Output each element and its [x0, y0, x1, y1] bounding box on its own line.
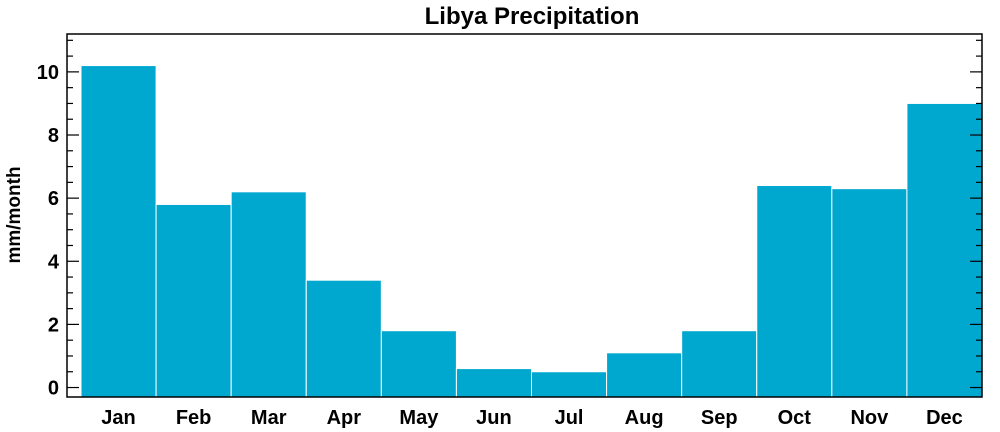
bars-group — [80, 65, 983, 398]
y-axis-label: mm/month — [4, 166, 25, 263]
y-tick-label: 0 — [48, 378, 59, 400]
bar-feb — [155, 203, 232, 398]
bar-jul — [531, 371, 608, 398]
chart-title: Libya Precipitation — [425, 3, 640, 30]
bar-apr — [305, 279, 382, 398]
bar-dec — [906, 102, 983, 398]
x-tick-label-jun: Jun — [476, 407, 512, 429]
bar-aug — [606, 352, 683, 398]
plot-frame — [66, 33, 983, 398]
x-tick-label-jul: Jul — [555, 407, 584, 429]
x-tick-label-sep: Sep — [701, 407, 738, 429]
bar-jan — [80, 65, 157, 398]
bar-sep — [681, 330, 758, 398]
y-tick-label: 8 — [48, 125, 59, 147]
y-tick-label: 6 — [48, 188, 59, 210]
bar-nov — [831, 188, 908, 398]
x-tick-label-nov: Nov — [850, 407, 889, 429]
x-tick-label-oct: Oct — [778, 407, 812, 429]
x-tick-label-jan: Jan — [101, 407, 135, 429]
x-tick-label-aug: Aug — [625, 407, 664, 429]
y-axis-ticks: 0 2 4 6 8 10 — [37, 39, 982, 400]
bar-may — [380, 330, 457, 398]
bar-jun — [455, 368, 532, 398]
x-axis-ticks: Jan Feb Mar Apr May Jun Jul Aug Sep Oct Nov Dec — [101, 407, 963, 429]
x-tick-label-apr: Apr — [327, 407, 362, 429]
x-tick-label-dec: Dec — [926, 407, 963, 429]
x-tick-label-may: May — [399, 407, 439, 429]
x-tick-label-feb: Feb — [176, 407, 212, 429]
y-tick-label: 2 — [48, 314, 59, 336]
bar-mar — [230, 191, 307, 398]
x-tick-label-mar: Mar — [251, 407, 287, 429]
y-tick-label: 10 — [37, 62, 59, 84]
bar-oct — [756, 185, 833, 398]
y-tick-label: 4 — [48, 251, 60, 273]
